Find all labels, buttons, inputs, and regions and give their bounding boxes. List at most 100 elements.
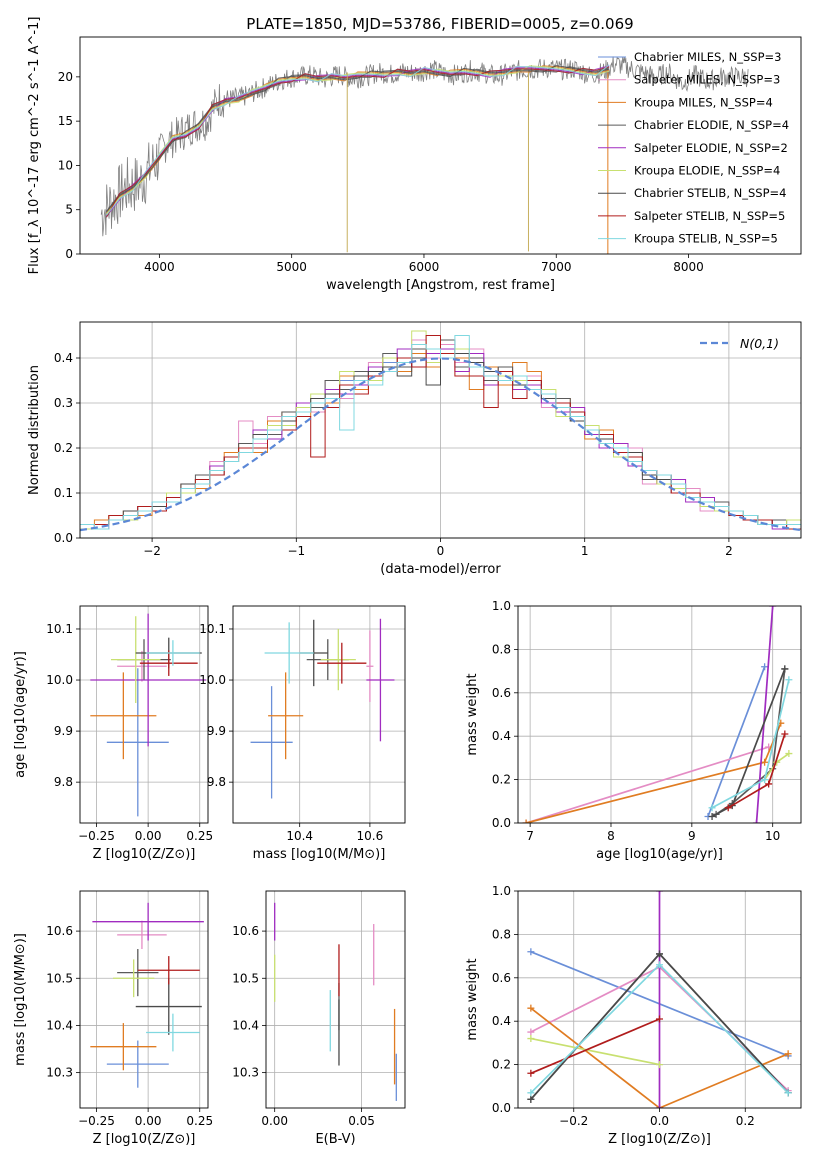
spectrum-model-line	[106, 65, 610, 213]
panel-residual_hist: −2 −1 0 1 2 0.0 0.1 0.2 0.3 0.4 (data-model)/error…	[27, 321, 802, 577]
y-tick-label: 9.8	[207, 775, 226, 789]
x-axis-label: (data-model)/error	[380, 562, 501, 577]
weight-marker	[527, 1095, 535, 1103]
weight-marker	[761, 758, 769, 766]
x-tick-label: 7	[526, 829, 534, 843]
x-tick-label: 0.2	[736, 1114, 755, 1128]
weight-line	[530, 1037, 660, 1066]
weight-marker	[522, 819, 530, 823]
plot-area	[90, 613, 206, 817]
y-tick-label: 9.9	[207, 724, 226, 738]
y-axis-label: mass weight	[465, 958, 480, 1040]
y-tick-label: 10.1	[46, 622, 73, 636]
axes-frame	[232, 605, 406, 824]
x-tick-label: 8000	[673, 260, 704, 274]
x-tick-label: 0.00	[261, 1114, 288, 1128]
weight-marker	[656, 1061, 663, 1069]
legend-label: Chabrier MILES, N_SSP=3	[634, 50, 781, 64]
x-axis-label: mass [log10(M/M⊙)]	[253, 847, 386, 862]
y-tick-label: 10.5	[232, 971, 259, 985]
y-tick-label: 0.4	[492, 1014, 511, 1028]
y-tick-label: 10.0	[46, 673, 73, 687]
weight-marker	[708, 804, 716, 812]
y-tick-label: 10.4	[232, 1018, 259, 1032]
plot-area	[527, 891, 792, 1108]
weight-marker	[769, 606, 777, 610]
y-tick-label: 10.3	[46, 1066, 73, 1080]
legend-label: Chabrier ELODIE, N_SSP=4	[634, 118, 789, 132]
y-tick-label: 5	[65, 203, 73, 217]
axes-frame	[265, 890, 406, 1109]
plot-area	[274, 902, 397, 1101]
y-tick-label: 10	[58, 158, 73, 172]
weight-marker	[781, 730, 789, 738]
y-tick-label: 0.0	[492, 816, 511, 830]
x-tick-label: 2	[725, 544, 733, 558]
panel-age_vs_mass: 10.4 10.6 9.8 9.9 10.0 10.1 mass [log10(M/M⊙)]	[199, 605, 406, 862]
y-tick-label: 0.2	[492, 773, 511, 787]
figure-title: PLATE=1850, MJD=53786, FIBERID=0005, z=0…	[246, 15, 633, 33]
y-tick-label: 0.0	[54, 531, 73, 545]
y-tick-label: 10.6	[46, 924, 73, 938]
legend-label: Salpeter STELIB, N_SSP=5	[634, 209, 785, 223]
plot-area	[100, 56, 749, 254]
panel-age_vs_Z: −0.25 0.00 0.25 9.8 9.9 10.0 10.1 Z [log10(Z/Z⊙…	[13, 605, 213, 862]
x-tick-label: 7000	[541, 260, 572, 274]
axes-frame	[517, 605, 802, 824]
y-tick-label: 9.9	[54, 724, 73, 738]
x-tick-label: 0	[437, 544, 445, 558]
legend-label: Salpeter ELODIE, N_SSP=2	[634, 141, 788, 155]
x-tick-label: 8	[607, 829, 615, 843]
x-tick-label: 0.0	[650, 1114, 669, 1128]
y-axis-label: mass [log10(M/M⊙)]	[13, 933, 28, 1066]
spectrum-model-line	[106, 65, 610, 215]
x-tick-label: 4000	[144, 260, 175, 274]
x-tick-label: 10.6	[357, 829, 384, 843]
x-tick-label: 0.00	[135, 1114, 162, 1128]
y-tick-label: 0.4	[492, 729, 511, 743]
spectrum-model-line	[106, 64, 610, 216]
axes-frame	[79, 890, 209, 1109]
weight-marker	[527, 1069, 535, 1077]
weight-marker	[656, 1104, 663, 1108]
x-tick-label: 0.25	[186, 829, 213, 843]
y-tick-label: 0.0	[492, 1101, 511, 1115]
spectrum-model-line	[106, 65, 610, 214]
x-tick-label: 6000	[409, 260, 440, 274]
weight-line	[530, 1018, 660, 1075]
weight-marker	[527, 948, 535, 956]
legend-label: N(0,1)	[740, 336, 779, 351]
y-tick-label: 10.5	[46, 971, 73, 985]
x-tick-label: 0.25	[186, 1114, 213, 1128]
weight-marker	[761, 663, 769, 671]
weight-marker	[527, 1004, 535, 1012]
y-tick-label: 0.6	[492, 686, 511, 700]
x-axis-label: E(B-V)	[315, 1132, 355, 1147]
legend-label: Salpeter MILES, N_SSP=3	[634, 73, 780, 87]
spectrum-legend: Chabrier MILES, N_SSP=3 Salpeter MILES, N…	[598, 50, 789, 246]
plot-area	[522, 606, 793, 823]
x-tick-label: 10	[765, 829, 780, 843]
legend-label: Chabrier STELIB, N_SSP=4	[634, 186, 786, 200]
x-tick-label: 10.4	[286, 829, 313, 843]
weight-line	[530, 1007, 789, 1108]
y-tick-label: 0.8	[492, 927, 511, 941]
x-tick-label: 9	[688, 829, 696, 843]
x-tick-label: 0.00	[135, 829, 162, 843]
x-axis-label: Z [log10(Z/Z⊙)]	[93, 847, 196, 862]
y-tick-label: 0	[65, 247, 73, 261]
x-tick-label: 1	[581, 544, 589, 558]
y-tick-label: 10.4	[46, 1018, 73, 1032]
weight-marker	[724, 804, 732, 812]
y-tick-label: 1.0	[492, 599, 511, 613]
weight-marker	[785, 750, 793, 758]
normal-curve-line	[80, 357, 801, 532]
weight-marker	[656, 1015, 663, 1023]
weight-marker	[761, 776, 769, 784]
weight-marker	[656, 961, 663, 969]
y-tick-label: 10.3	[232, 1066, 259, 1080]
weight-marker	[765, 780, 773, 788]
weight-marker	[753, 819, 761, 823]
